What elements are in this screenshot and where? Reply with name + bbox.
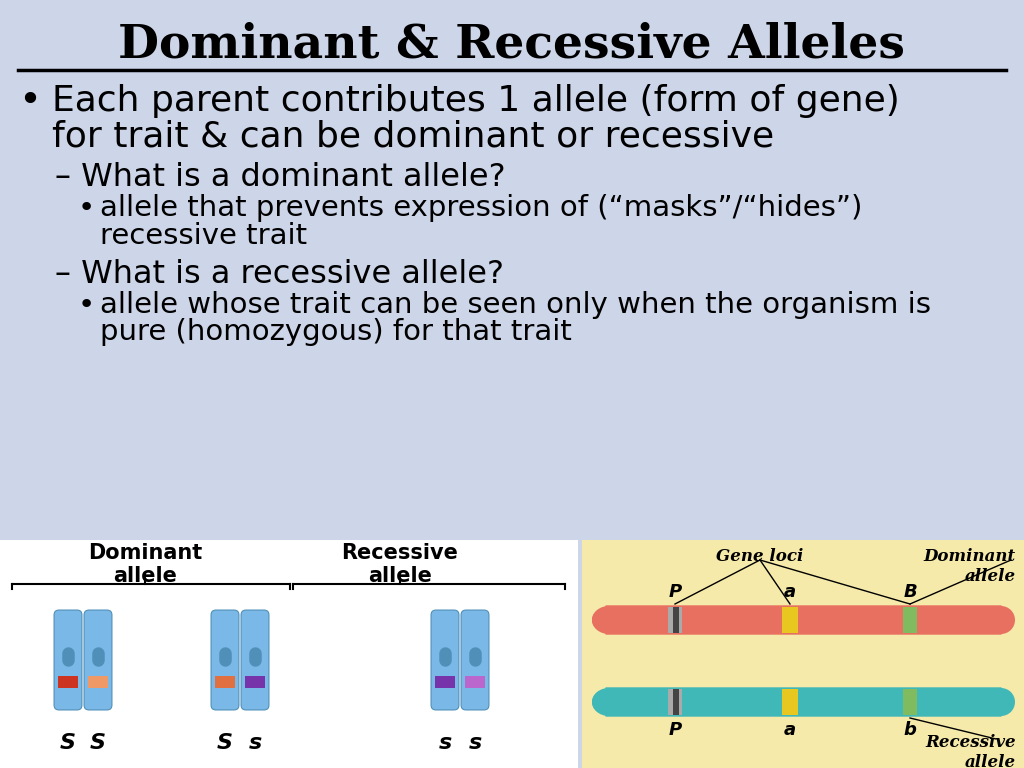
Text: •: • [18,82,41,120]
Text: s: s [468,733,481,753]
Text: allele whose trait can be seen only when the organism is: allele whose trait can be seen only when… [100,291,931,319]
FancyBboxPatch shape [245,676,265,688]
FancyBboxPatch shape [673,607,679,633]
Text: s: s [438,733,452,753]
FancyBboxPatch shape [88,676,108,688]
Ellipse shape [987,688,1015,716]
FancyBboxPatch shape [461,610,488,710]
FancyBboxPatch shape [605,687,1001,717]
Text: S: S [217,733,233,753]
FancyBboxPatch shape [673,689,679,715]
Text: Recessive
allele: Recessive allele [926,734,1016,768]
Text: – What is a recessive allele?: – What is a recessive allele? [55,259,504,290]
FancyBboxPatch shape [903,607,918,633]
Ellipse shape [592,611,609,630]
Text: S: S [60,733,76,753]
Text: •: • [78,194,95,223]
Text: Dominant & Recessive Alleles: Dominant & Recessive Alleles [119,21,905,67]
FancyBboxPatch shape [782,689,798,715]
FancyBboxPatch shape [903,689,918,715]
Text: Dominant
allele: Dominant allele [924,548,1016,584]
FancyBboxPatch shape [58,676,78,688]
Ellipse shape [592,692,609,712]
FancyBboxPatch shape [605,605,1001,634]
FancyBboxPatch shape [0,540,578,768]
FancyBboxPatch shape [54,610,82,710]
FancyBboxPatch shape [465,676,485,688]
FancyBboxPatch shape [241,610,269,710]
Text: a: a [784,721,796,739]
Text: a: a [784,583,796,601]
Text: – What is a dominant allele?: – What is a dominant allele? [55,162,506,194]
Text: Dominant
allele: Dominant allele [88,543,202,586]
FancyBboxPatch shape [668,607,682,633]
FancyBboxPatch shape [431,610,459,710]
Text: P: P [669,721,682,739]
Text: recessive trait: recessive trait [100,222,307,250]
FancyBboxPatch shape [782,607,798,633]
Text: B: B [903,583,916,601]
Text: S: S [90,733,106,753]
FancyBboxPatch shape [211,610,239,710]
Text: Recessive
allele: Recessive allele [342,543,459,586]
FancyBboxPatch shape [215,676,234,688]
FancyBboxPatch shape [582,540,1024,768]
Text: Each parent contributes 1 allele (form of gene): Each parent contributes 1 allele (form o… [52,84,900,118]
FancyBboxPatch shape [435,676,455,688]
Text: for trait & can be dominant or recessive: for trait & can be dominant or recessive [52,119,774,153]
Ellipse shape [592,688,626,716]
Text: Gene loci: Gene loci [717,548,804,565]
Text: allele that prevents expression of (“masks”/“hides”): allele that prevents expression of (“mas… [100,194,862,223]
Text: s: s [249,733,261,753]
Ellipse shape [592,606,626,634]
FancyBboxPatch shape [84,610,112,710]
Text: b: b [903,721,916,739]
Ellipse shape [987,606,1015,634]
Text: •: • [78,291,95,319]
Text: pure (homozygous) for that trait: pure (homozygous) for that trait [100,319,571,346]
FancyBboxPatch shape [668,689,682,715]
Text: P: P [669,583,682,601]
